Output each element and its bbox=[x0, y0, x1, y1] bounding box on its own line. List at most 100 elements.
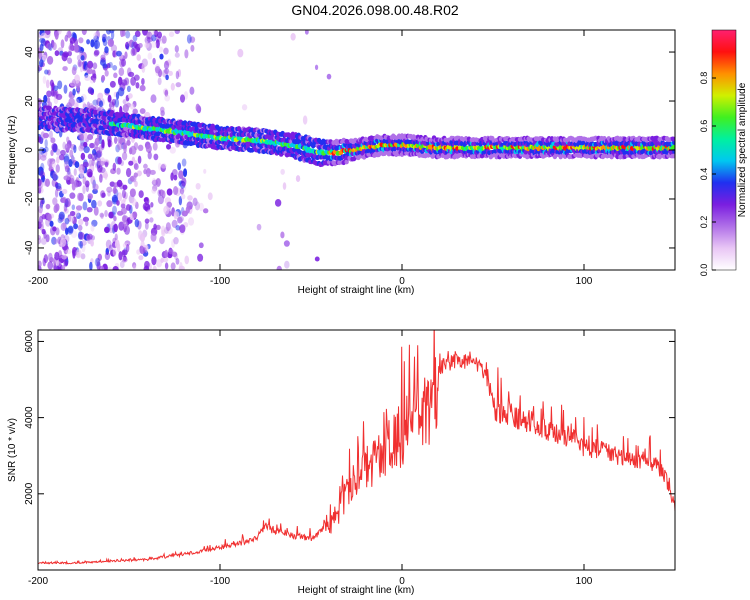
spectral-cell bbox=[90, 39, 95, 48]
spectral-cell bbox=[122, 220, 129, 229]
spectral-cell bbox=[41, 174, 46, 183]
spectral-cell bbox=[127, 93, 133, 99]
spectral-cell bbox=[115, 50, 122, 57]
x-tick-label: 100 bbox=[576, 576, 593, 587]
spectral-cell bbox=[38, 179, 44, 189]
spectral-cell bbox=[171, 251, 178, 258]
spectral-cell bbox=[82, 201, 88, 211]
spectral-cell bbox=[186, 34, 192, 44]
spectral-cell bbox=[67, 215, 75, 223]
spectral-cell bbox=[105, 247, 110, 256]
spectral-cell bbox=[77, 240, 83, 247]
spectral-cell bbox=[149, 169, 156, 175]
spectral-cell bbox=[46, 90, 52, 98]
spectral-cell bbox=[169, 146, 176, 154]
spectral-cell bbox=[164, 262, 169, 270]
spectral-cell bbox=[164, 94, 171, 102]
spectral-cell bbox=[134, 180, 138, 188]
spectral-cell bbox=[108, 211, 114, 219]
spectral-cell bbox=[118, 251, 123, 261]
spectral-cell bbox=[174, 30, 180, 35]
spectral-cell bbox=[143, 163, 148, 169]
spectral-cell bbox=[159, 236, 165, 245]
spectral-cell bbox=[107, 139, 111, 148]
spectral-cell bbox=[51, 236, 57, 245]
spectral-cell bbox=[174, 45, 179, 53]
spectral-cell bbox=[44, 178, 51, 187]
spectral-cell bbox=[326, 73, 332, 80]
spectral-cell bbox=[91, 157, 95, 167]
spectral-cell bbox=[168, 70, 173, 76]
spectral-cell bbox=[197, 253, 204, 262]
spectral-cell bbox=[80, 95, 84, 103]
spectral-cell bbox=[104, 251, 111, 261]
spectral-cell bbox=[121, 151, 128, 161]
spectral-cell bbox=[163, 205, 170, 215]
spectral-cell bbox=[58, 154, 65, 161]
spectral-cell bbox=[92, 148, 97, 156]
spectral-cell bbox=[131, 156, 136, 163]
spectral-cell bbox=[122, 99, 127, 105]
spectral-cell bbox=[177, 162, 182, 171]
spectral-cell bbox=[175, 225, 181, 231]
spectral-cell bbox=[50, 170, 56, 179]
spectral-cell bbox=[94, 40, 98, 50]
spectral-cell bbox=[116, 167, 121, 175]
spectral-cell bbox=[123, 144, 127, 154]
spectral-cell bbox=[102, 38, 108, 47]
spectral-cell bbox=[50, 149, 54, 157]
spectral-cell bbox=[104, 226, 110, 233]
spectral-cell bbox=[145, 167, 151, 178]
spectral-cell bbox=[198, 242, 204, 249]
spectral-cell bbox=[241, 104, 248, 111]
spectral-cell bbox=[40, 199, 45, 205]
spectral-cell bbox=[53, 85, 59, 92]
spectral-cell bbox=[181, 177, 187, 187]
spectral-cell bbox=[179, 187, 185, 195]
spectral-cell bbox=[38, 146, 45, 155]
spectral-cell bbox=[83, 146, 90, 154]
spectral-cell bbox=[49, 256, 54, 263]
spectral-cell bbox=[99, 173, 103, 183]
spectral-cell bbox=[66, 136, 70, 143]
spectral-cell bbox=[102, 63, 108, 69]
y-tick-label: 4000 bbox=[24, 406, 35, 429]
spectral-cell bbox=[80, 133, 84, 141]
spectral-cell bbox=[60, 222, 67, 231]
spectral-cell bbox=[154, 63, 161, 74]
spectral-cell bbox=[314, 64, 319, 71]
spectral-cell bbox=[672, 153, 675, 159]
spectral-cell bbox=[121, 189, 126, 199]
spectral-cell bbox=[89, 261, 93, 270]
spectral-cell bbox=[173, 174, 178, 181]
spectral-cell bbox=[94, 151, 98, 160]
spectral-cell bbox=[80, 55, 85, 61]
spectral-cell bbox=[147, 209, 153, 215]
spectral-cell bbox=[125, 243, 130, 253]
x-tick-label: 0 bbox=[399, 576, 405, 587]
spectral-cell bbox=[55, 148, 61, 156]
spectral-cell bbox=[117, 76, 123, 86]
spectrogram-ylabel: Frequency (Hz) bbox=[7, 116, 18, 185]
spectral-cell bbox=[101, 139, 105, 149]
spectral-cell bbox=[195, 103, 200, 112]
spectral-cell bbox=[189, 36, 196, 43]
spectral-cell bbox=[57, 217, 63, 224]
spectral-cell bbox=[64, 197, 71, 208]
spectral-cell bbox=[189, 86, 195, 95]
spectral-cell bbox=[68, 91, 73, 98]
spectral-cell bbox=[57, 30, 62, 35]
spectral-cell bbox=[107, 266, 112, 270]
spectral-cell bbox=[156, 259, 162, 268]
spectral-cell bbox=[132, 34, 138, 42]
spectral-cell bbox=[144, 42, 150, 49]
spectral-cell bbox=[40, 170, 44, 179]
spectral-cell bbox=[175, 70, 180, 80]
spectral-cell bbox=[91, 219, 98, 227]
spectral-cell bbox=[38, 66, 41, 73]
spectral-cell bbox=[131, 198, 137, 206]
spectral-cell bbox=[126, 85, 131, 93]
spectral-cell bbox=[132, 264, 137, 270]
spectral-cell bbox=[183, 168, 188, 178]
